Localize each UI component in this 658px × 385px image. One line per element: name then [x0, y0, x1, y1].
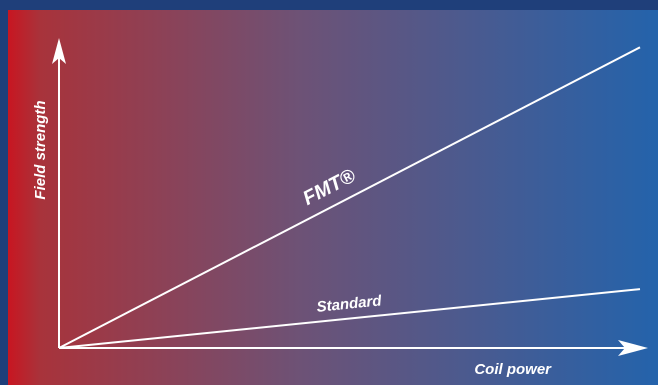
labels-layer: Field strength Coil power	[32, 100, 552, 378]
series-label-standard: Standard	[316, 292, 383, 316]
y-axis-label: Field strength	[32, 100, 49, 199]
series-line-standard	[58, 288, 641, 349]
series-line-fmt	[58, 46, 641, 349]
axes	[52, 38, 648, 356]
x-axis-label: Coil power	[474, 361, 552, 378]
x-axis-arrow	[618, 340, 648, 356]
plot-background	[8, 10, 658, 385]
y-axis-arrow	[52, 38, 66, 64]
